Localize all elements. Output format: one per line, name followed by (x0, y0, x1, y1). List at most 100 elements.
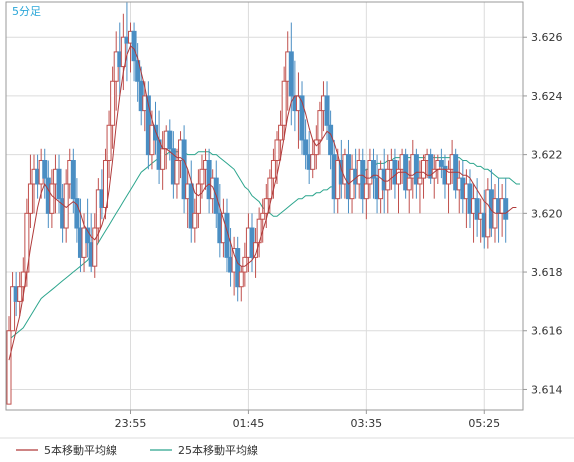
candle (195, 169, 201, 229)
candle (428, 148, 434, 184)
candle (413, 148, 419, 199)
y-tick-label: 3.620 (531, 207, 563, 220)
candle (360, 148, 366, 214)
candle-body-up (106, 124, 112, 162)
candle (503, 178, 509, 243)
candle (131, 22, 137, 82)
candle-body-down (153, 124, 159, 141)
candle-body-up (281, 80, 287, 126)
candle-body-up (49, 183, 55, 214)
plot-frame (5, 1, 524, 411)
candle (260, 198, 266, 243)
legend-ma25-label: 25本移動平均線 (178, 443, 258, 457)
legend-item-ma5: 5本移動平均線 (16, 443, 117, 457)
candle (192, 198, 198, 243)
candle-body-down (413, 154, 419, 185)
candle-body-up (92, 227, 98, 267)
candle-body-down (288, 51, 294, 97)
candle (288, 22, 294, 126)
candle (238, 266, 244, 302)
candle-body-down (303, 139, 309, 156)
x-tick-label: 23:55 (115, 417, 147, 430)
candle (56, 154, 62, 214)
x-tick-labels: 23:55 01:45 03:35 05:25 (115, 410, 500, 430)
y-tick-label: 3.614 (531, 383, 563, 396)
candle-body-up (278, 124, 284, 141)
candle (313, 125, 319, 170)
candle (153, 101, 159, 155)
candle (188, 160, 194, 243)
candle (102, 148, 108, 220)
candle-body-down (224, 212, 230, 258)
candle-body-up (238, 271, 244, 288)
candle (278, 110, 284, 161)
candle-body-up (310, 154, 316, 170)
candle-body-up (406, 177, 412, 191)
candle-body-up (120, 36, 126, 68)
candle (396, 160, 402, 214)
candle (106, 110, 112, 179)
y-tick-label: 3.622 (531, 149, 563, 162)
ma5-line (8, 45, 517, 361)
candle-body-up (270, 160, 276, 179)
y-tick-label: 3.626 (531, 31, 563, 44)
candle (74, 178, 80, 243)
candle-body-down (438, 160, 444, 167)
candle (199, 154, 205, 199)
candle (167, 119, 173, 161)
candle (406, 160, 412, 214)
candle-body-up (6, 330, 12, 405)
candle-body-up (27, 183, 33, 214)
candle (421, 154, 427, 199)
candle (317, 101, 323, 155)
candle (27, 154, 33, 229)
candle-body-up (174, 160, 180, 185)
legend-item-ma25: 25本移動平均線 (150, 443, 258, 457)
candle (446, 160, 452, 214)
candle-body-down (135, 60, 141, 82)
candle-body-down (85, 227, 91, 244)
candle (303, 119, 309, 170)
candle-body-up (396, 168, 402, 185)
candle (135, 43, 141, 102)
candle (42, 148, 48, 199)
candle (17, 272, 23, 317)
candle-body-down (42, 160, 48, 179)
candle-body-up (160, 148, 166, 170)
candle-body-up (195, 183, 201, 214)
candle-body-up (317, 110, 323, 141)
candle (95, 178, 101, 243)
candle-body-down (167, 130, 173, 150)
candle (474, 178, 480, 237)
y-tick-labels: 3.614 3.616 3.618 3.620 3.622 3.624 3.626 (523, 31, 563, 396)
candle-body-up (267, 177, 273, 200)
candle (181, 125, 187, 214)
x-tick-label: 03:35 (350, 417, 382, 430)
candle (70, 148, 76, 214)
candle (85, 198, 91, 258)
candle-body-up (417, 177, 423, 185)
y-tick-label: 3.624 (531, 90, 563, 103)
candle-body-down (235, 248, 241, 288)
candle (281, 66, 287, 140)
y-tick-label: 3.618 (531, 266, 563, 279)
candle-body-down (474, 198, 480, 220)
candle-body-down (324, 95, 330, 126)
x-tick-label: 01:45 (233, 417, 265, 430)
legend-ma5-label: 5本移動平均線 (44, 443, 117, 457)
candle (235, 236, 241, 302)
candle-body-down (74, 198, 80, 229)
candle (224, 198, 230, 273)
candle (120, 13, 126, 91)
period-label: 5分足 (12, 5, 41, 18)
candle-body-down (70, 160, 76, 200)
candle-body-down (370, 160, 376, 179)
candle-body-up (260, 212, 266, 220)
candle-body-down (428, 154, 434, 179)
candle (310, 139, 316, 179)
legend: 5本移動平均線 25本移動平均線 (16, 443, 258, 457)
candle-body-up (313, 139, 319, 156)
candle-body-down (188, 183, 194, 229)
